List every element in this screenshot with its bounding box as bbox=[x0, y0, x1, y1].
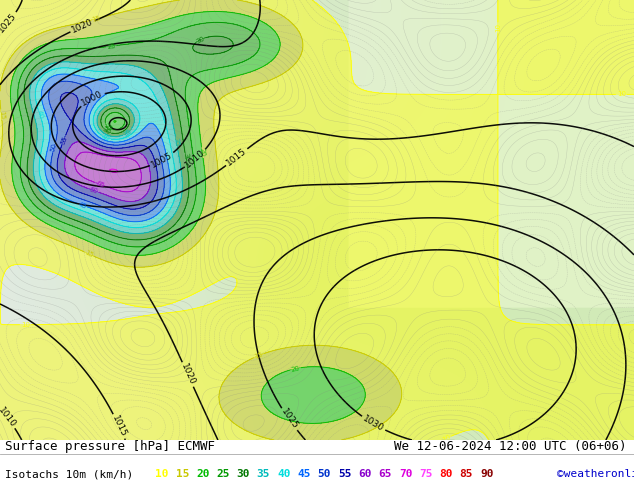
Text: 50: 50 bbox=[50, 143, 58, 152]
Text: 30: 30 bbox=[236, 469, 250, 479]
Text: 55: 55 bbox=[338, 469, 351, 479]
Text: 25: 25 bbox=[216, 469, 230, 479]
Text: 80: 80 bbox=[439, 469, 453, 479]
Text: 1005: 1005 bbox=[150, 150, 174, 170]
Text: 10: 10 bbox=[495, 23, 501, 32]
Text: 40: 40 bbox=[36, 109, 44, 120]
Text: 20: 20 bbox=[196, 469, 209, 479]
Text: 30: 30 bbox=[101, 126, 112, 136]
Text: 90: 90 bbox=[480, 469, 493, 479]
Text: 10: 10 bbox=[617, 92, 626, 98]
Text: 40: 40 bbox=[100, 133, 111, 142]
Text: 30: 30 bbox=[182, 153, 190, 163]
Text: 1025: 1025 bbox=[0, 11, 18, 34]
Text: 1015: 1015 bbox=[225, 147, 249, 168]
Text: 45: 45 bbox=[77, 201, 87, 209]
Text: 1030: 1030 bbox=[361, 414, 385, 433]
Text: 75: 75 bbox=[419, 469, 432, 479]
Text: 1010: 1010 bbox=[0, 406, 18, 429]
Text: 1015: 1015 bbox=[110, 414, 128, 439]
Text: 60: 60 bbox=[88, 186, 99, 195]
Text: 15: 15 bbox=[0, 110, 5, 120]
Text: 15: 15 bbox=[176, 469, 189, 479]
Text: 55: 55 bbox=[60, 135, 68, 145]
Text: 85: 85 bbox=[460, 469, 473, 479]
Text: 10: 10 bbox=[21, 321, 30, 328]
Text: 10: 10 bbox=[155, 469, 169, 479]
Text: 15: 15 bbox=[91, 15, 101, 23]
Text: 15: 15 bbox=[84, 249, 94, 259]
Text: 65: 65 bbox=[95, 180, 105, 189]
Text: 1020: 1020 bbox=[179, 362, 197, 387]
Text: 25: 25 bbox=[107, 43, 116, 49]
Text: 20: 20 bbox=[198, 148, 206, 157]
Text: 40: 40 bbox=[277, 469, 290, 479]
Text: 1000: 1000 bbox=[80, 89, 105, 108]
Text: 70: 70 bbox=[399, 469, 412, 479]
Text: 35: 35 bbox=[172, 137, 180, 147]
Text: 20: 20 bbox=[290, 365, 301, 372]
Text: Isotachs 10m (km/h): Isotachs 10m (km/h) bbox=[5, 469, 140, 479]
Text: 1010: 1010 bbox=[184, 148, 207, 170]
Text: 35: 35 bbox=[122, 127, 133, 138]
Text: 65: 65 bbox=[378, 469, 392, 479]
Text: 60: 60 bbox=[358, 469, 372, 479]
Text: Surface pressure [hPa] ECMWF: Surface pressure [hPa] ECMWF bbox=[5, 440, 215, 453]
Text: 1025: 1025 bbox=[279, 407, 299, 431]
Text: We 12-06-2024 12:00 UTC (06+06): We 12-06-2024 12:00 UTC (06+06) bbox=[394, 440, 627, 453]
Text: 25: 25 bbox=[103, 122, 113, 132]
Text: 10: 10 bbox=[441, 434, 452, 443]
Text: 35: 35 bbox=[257, 469, 270, 479]
Text: 1020: 1020 bbox=[70, 17, 95, 35]
Text: 30: 30 bbox=[195, 35, 205, 45]
Text: 50: 50 bbox=[318, 469, 331, 479]
Text: 15: 15 bbox=[254, 351, 264, 360]
Text: ©weatheronline.co.uk: ©weatheronline.co.uk bbox=[557, 469, 634, 479]
Text: 45: 45 bbox=[297, 469, 311, 479]
